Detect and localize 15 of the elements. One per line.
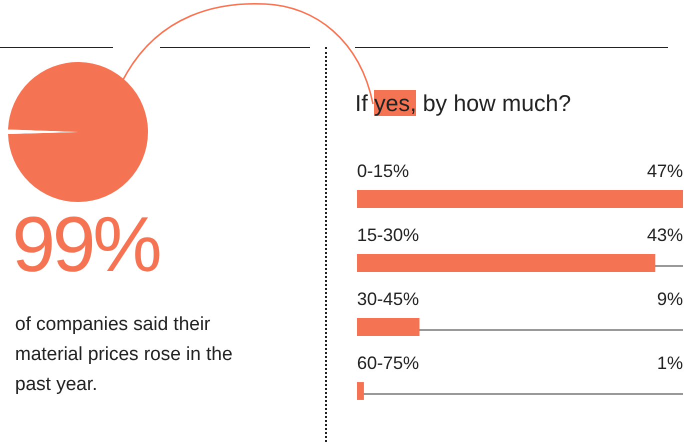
bar xyxy=(357,190,683,208)
data-label: 99% xyxy=(12,200,160,288)
bar xyxy=(357,318,420,336)
category-label: 30-45% xyxy=(357,289,420,309)
category-label: 0-15% xyxy=(357,161,410,181)
chart-title: If yes, by how much? xyxy=(355,90,572,116)
category-label: 60-75% xyxy=(357,353,420,373)
data-label: 9% xyxy=(656,289,683,309)
category-label: 15-30% xyxy=(357,225,420,245)
text: of companies said their material prices rose in the past year. xyxy=(15,313,234,397)
data-label: 1% xyxy=(656,353,683,373)
bar xyxy=(357,382,364,400)
data-label: 47% xyxy=(646,161,683,181)
bar xyxy=(357,254,656,272)
data-label: 43% xyxy=(646,225,683,245)
